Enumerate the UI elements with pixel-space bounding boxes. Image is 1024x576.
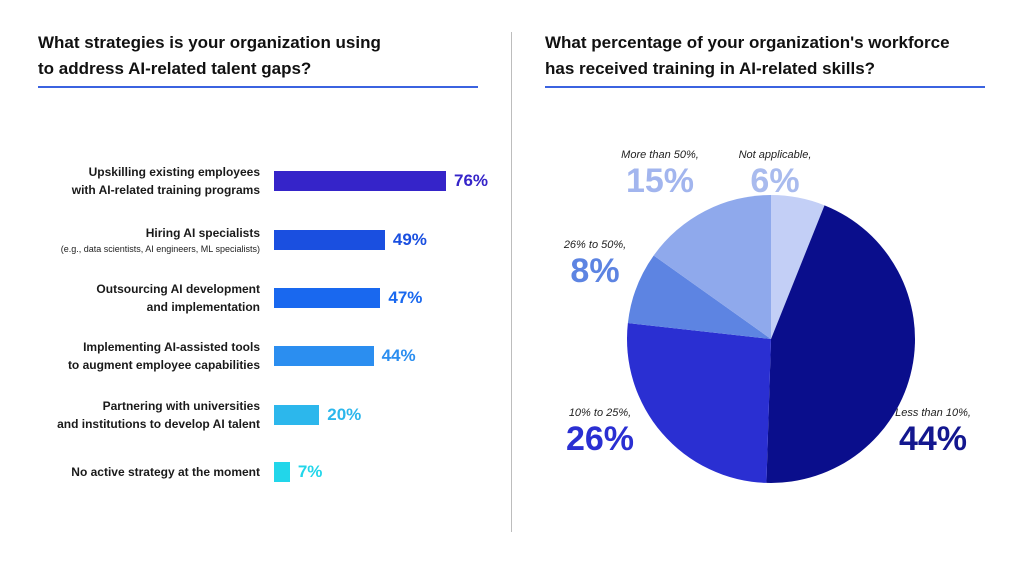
bar-category-label: Partnering with universities and institut… xyxy=(10,395,260,435)
bar-chart: Upskilling existing employees with AI-rel… xyxy=(0,0,510,576)
bar xyxy=(274,288,381,308)
pie-slice xyxy=(627,255,771,339)
pie-chart-svg xyxy=(627,195,915,484)
pie-slice-category: Less than 10%, xyxy=(895,407,971,419)
pie-slice-percent: 44% xyxy=(898,420,968,458)
bar-row: No active strategy at the moment 7% xyxy=(0,452,510,492)
bar-category-line2: and implementation xyxy=(146,300,260,314)
bar xyxy=(274,405,320,425)
pie-slice-percent: 26% xyxy=(565,420,635,458)
bar xyxy=(274,346,374,366)
bar-row: Upskilling existing employees with AI-rel… xyxy=(0,161,510,201)
bar-value-label: 7% xyxy=(297,462,323,481)
bar-category-line1: Partnering with universities xyxy=(102,399,260,413)
pie-slice-category: 26% to 50%, xyxy=(563,239,627,251)
bar-category-sub: (e.g., data scientists, AI engineers, ML… xyxy=(60,244,260,254)
pie-slice-label: 26% to 50%, 8% xyxy=(525,238,665,290)
pie-slice-label: More than 50%, 15% xyxy=(590,148,730,200)
pie-slice-label: 10% to 25%, 26% xyxy=(530,406,670,458)
pie-chart-title: What percentage of your organization's w… xyxy=(545,30,1005,82)
bar-value-label: 47% xyxy=(388,288,423,307)
bar-category-label: Implementing AI-assisted tools to augment… xyxy=(10,336,260,376)
bar-chart-title-rule xyxy=(38,86,478,88)
bar-value-label: 49% xyxy=(392,230,427,249)
bar-chart-title: What strategies is your organization usi… xyxy=(38,30,478,82)
pie-slice xyxy=(766,205,915,484)
panel-divider xyxy=(511,32,512,532)
bar-category-line1: Outsourcing AI development xyxy=(96,282,260,296)
pie-chart-title-rule xyxy=(545,86,985,88)
bar-category-line2: and institutions to develop AI talent xyxy=(57,417,260,431)
pie-slice-category: More than 50%, xyxy=(621,149,699,161)
bar xyxy=(274,171,446,191)
bar-value-label: 76% xyxy=(454,171,489,190)
pie-slice-percent: 15% xyxy=(625,162,695,200)
pie-chart-title-line2: has received training in AI-related skil… xyxy=(545,59,876,78)
bar-row: Hiring AI specialists (e.g., data scienti… xyxy=(0,220,510,260)
bar-row: Outsourcing AI development and implementa… xyxy=(0,278,510,318)
bar-category-line2: with AI-related training programs xyxy=(71,183,260,197)
pie-slice-category: Not applicable, xyxy=(738,149,812,161)
pie-chart-title-line1: What percentage of your organization's w… xyxy=(545,33,950,52)
bar-row: Partnering with universities and institut… xyxy=(0,395,510,435)
bar-category-label: Upskilling existing employees with AI-rel… xyxy=(10,161,260,201)
bar-category-line1: Upskilling existing employees xyxy=(88,165,260,179)
pie-slice xyxy=(653,195,771,339)
pie-slice-percent: 6% xyxy=(750,162,800,200)
bar-row: Implementing AI-assisted tools to augment… xyxy=(0,336,510,376)
pie-slice-label: Not applicable, 6% xyxy=(705,148,845,200)
bar-value-label: 44% xyxy=(381,346,416,365)
pie-chart: Not applicable, 6% Less than 10%, 44% 10% to… xyxy=(520,100,1024,540)
bar xyxy=(274,462,290,482)
bar xyxy=(274,230,385,250)
bar-value-label: 20% xyxy=(327,405,362,424)
bar-category-label: Hiring AI specialists (e.g., data scienti… xyxy=(10,220,260,260)
bar-chart-title-line1: What strategies is your organization usi… xyxy=(38,33,381,52)
pie-slice xyxy=(627,323,771,483)
pie-slice-label: Less than 10%, 44% xyxy=(863,406,1003,458)
bar-category-label: No active strategy at the moment xyxy=(10,452,260,492)
bar-category-line1: Implementing AI-assisted tools xyxy=(83,340,260,354)
pie-slice xyxy=(771,195,825,339)
pie-slice-category: 10% to 25%, xyxy=(568,407,632,419)
bar-category-label: Outsourcing AI development and implementa… xyxy=(10,278,260,318)
bar-chart-title-line2: to address AI-related talent gaps? xyxy=(38,59,312,78)
bar-category-line2: to augment employee capabilities xyxy=(67,358,260,372)
bar-category-line1: No active strategy at the moment xyxy=(71,465,260,479)
pie-slice-percent: 8% xyxy=(570,252,620,290)
bar-category-line1: Hiring AI specialists xyxy=(145,226,260,240)
